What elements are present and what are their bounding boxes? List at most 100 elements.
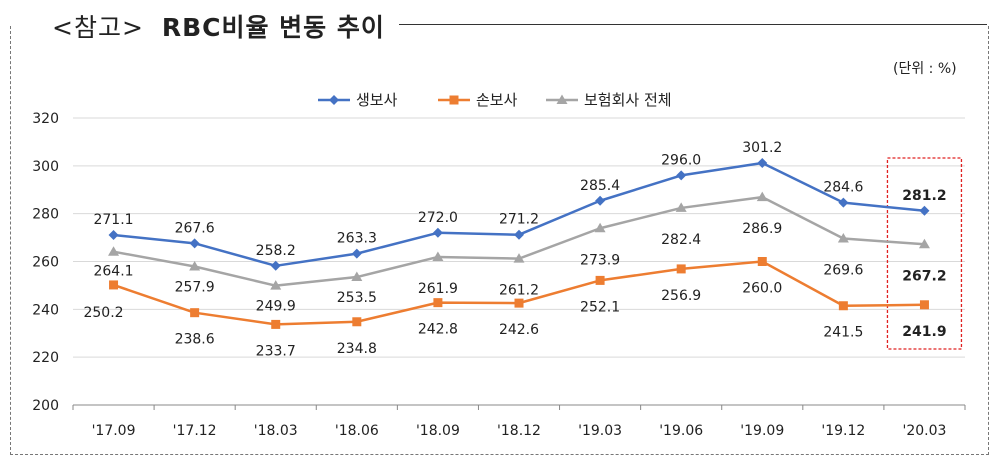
- data-label: 233.7: [256, 343, 296, 359]
- data-label: 249.9: [256, 299, 296, 315]
- data-label: 250.2: [83, 305, 123, 321]
- data-point-0: [108, 229, 119, 240]
- data-label: 273.9: [580, 252, 620, 268]
- data-point-1: [838, 301, 848, 311]
- data-label: 281.2: [902, 188, 946, 204]
- data-label: 241.5: [823, 325, 863, 341]
- x-tick-label: '18.09: [416, 423, 460, 439]
- data-label: 253.5: [337, 290, 377, 306]
- data-point-1: [433, 298, 443, 308]
- data-point-0: [514, 229, 524, 240]
- data-point-0: [676, 170, 687, 181]
- data-point-2: [594, 222, 606, 233]
- data-label: 267.6: [175, 220, 215, 236]
- data-label: 272.0: [418, 210, 458, 226]
- data-point-0: [351, 248, 362, 259]
- data-point-2: [270, 280, 282, 290]
- data-label: 263.3: [337, 231, 377, 247]
- x-tick-label: '17.09: [92, 423, 136, 439]
- data-point-1: [757, 257, 767, 266]
- x-tick-label: '19.09: [740, 423, 784, 439]
- title-main: RBC비율 변동 추이: [161, 13, 385, 42]
- chart-frame: [10, 26, 989, 455]
- data-label: 257.9: [175, 280, 215, 296]
- data-point-1: [190, 308, 200, 318]
- legend-marker-1: [449, 95, 459, 105]
- y-tick-label: 260: [32, 255, 59, 271]
- y-tick-label: 240: [32, 302, 59, 318]
- legend-marker-2: [556, 94, 568, 104]
- data-label: 261.2: [499, 283, 539, 299]
- data-point-2: [351, 271, 363, 282]
- data-label: 234.8: [337, 341, 377, 357]
- y-tick-label: 280: [32, 207, 59, 223]
- data-point-2: [513, 253, 525, 263]
- data-point-0: [595, 195, 606, 206]
- data-label: 261.9: [418, 281, 458, 297]
- data-point-1: [109, 280, 119, 290]
- data-label: 296.0: [661, 152, 701, 168]
- data-point-1: [271, 319, 281, 329]
- y-tick-label: 220: [32, 350, 59, 366]
- x-tick-label: '17.12: [173, 423, 217, 439]
- x-tick-label: '18.12: [497, 423, 541, 439]
- x-tick-label: '18.03: [254, 423, 298, 439]
- data-label: 267.2: [902, 268, 946, 284]
- title-bar: <참고> RBC비율 변동 추이: [0, 0, 1000, 44]
- data-point-2: [189, 261, 201, 271]
- y-tick-label: 320: [32, 111, 59, 127]
- x-tick-label: '18.06: [335, 423, 379, 439]
- data-label: 256.9: [661, 288, 701, 304]
- data-point-2: [432, 251, 444, 261]
- data-label: 286.9: [742, 221, 782, 237]
- data-label: 284.6: [823, 180, 863, 196]
- data-point-0: [838, 197, 849, 208]
- x-tick-label: '19.03: [578, 423, 622, 439]
- y-tick-label: 300: [32, 159, 59, 175]
- data-label: 271.2: [499, 212, 539, 228]
- data-point-1: [352, 317, 362, 327]
- x-tick-label: '20.03: [902, 423, 946, 439]
- data-point-2: [756, 191, 768, 202]
- data-label: 242.6: [499, 322, 539, 338]
- title-bracket: <참고>: [52, 13, 144, 42]
- data-point-0: [919, 205, 930, 216]
- data-point-0: [757, 157, 768, 168]
- unit-label: (단위 : %): [893, 61, 957, 77]
- title-rule: [399, 24, 987, 25]
- data-point-2: [837, 233, 849, 243]
- legend-label: 생보사: [356, 91, 398, 109]
- legend-marker-0: [329, 95, 339, 105]
- series-line-2: [113, 195, 925, 287]
- data-point-1: [514, 298, 524, 308]
- highlight-box: [886, 157, 963, 350]
- data-label: 238.6: [175, 332, 215, 348]
- legend-label: 보험회사 전체: [584, 91, 672, 109]
- data-point-2: [675, 202, 687, 212]
- data-point-1: [595, 275, 605, 285]
- data-label: 252.1: [580, 299, 620, 315]
- data-label: 260.0: [742, 281, 782, 297]
- data-point-0: [189, 238, 200, 249]
- data-point-2: [108, 246, 120, 256]
- data-label: 282.4: [661, 232, 701, 248]
- data-label: 241.9: [902, 324, 946, 340]
- data-label: 264.1: [93, 264, 133, 280]
- data-label: 269.6: [823, 263, 863, 279]
- x-tick-label: '19.06: [659, 423, 703, 439]
- y-tick-label: 200: [32, 398, 59, 414]
- data-label: 258.2: [256, 243, 296, 259]
- x-tick-label: '19.12: [821, 423, 865, 439]
- data-label: 242.8: [418, 322, 458, 338]
- data-point-0: [270, 260, 281, 271]
- data-label: 285.4: [580, 178, 620, 194]
- data-point-1: [919, 300, 929, 310]
- data-point-1: [676, 264, 686, 274]
- legend-label: 손보사: [476, 91, 518, 109]
- page-title: <참고> RBC비율 변동 추이: [52, 8, 385, 44]
- data-label: 301.2: [742, 140, 782, 156]
- data-point-0: [432, 227, 443, 238]
- data-point-2: [918, 238, 930, 249]
- data-label: 271.1: [93, 212, 133, 228]
